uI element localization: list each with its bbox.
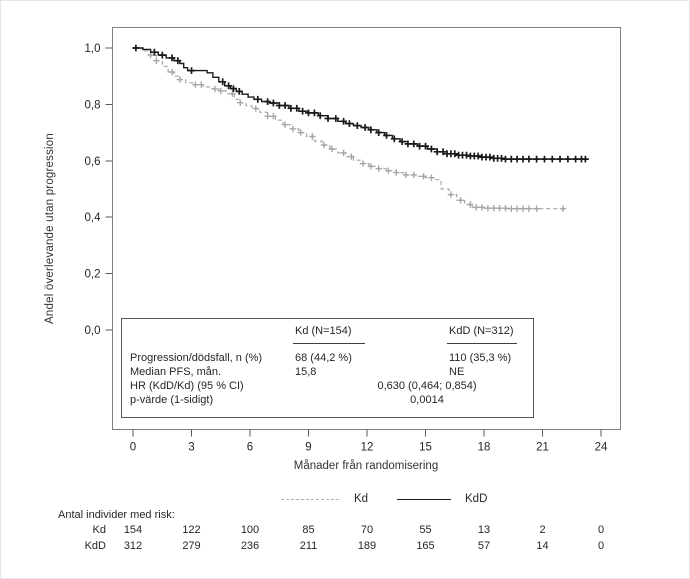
x-tick-label: 15 xyxy=(419,442,432,454)
y-tick-label: 1,0 xyxy=(85,43,101,55)
censor-marks-kdd xyxy=(132,44,589,163)
stats-row-median-kd: 15,8 xyxy=(295,366,317,378)
y-tick-label: 0,8 xyxy=(85,99,101,111)
risk-count-kd-m15: 55 xyxy=(419,524,432,536)
censor-marks-kd xyxy=(147,51,567,212)
risk-count-kd-m12: 70 xyxy=(360,524,374,536)
risk-table-title: Antal individer med risk: xyxy=(58,509,175,521)
legend-label-kd: Kd xyxy=(354,493,369,505)
y-axis-title: Andel överlevande utan progression xyxy=(41,27,59,429)
x-tick-label: 6 xyxy=(247,442,253,454)
x-tick-label: 3 xyxy=(188,442,194,454)
x-tick-label: 21 xyxy=(536,442,549,454)
risk-count-kd-m6: 100 xyxy=(240,524,260,536)
legend-label-kdd: KdD xyxy=(465,493,488,505)
risk-count-kd-m0: 154 xyxy=(123,524,143,536)
y-tick-label: 0,0 xyxy=(85,325,101,337)
legend-line-kd-dashed xyxy=(281,499,339,500)
risk-row-label-kdd: KdD xyxy=(84,540,106,552)
risk-count-kdd-m0: 312 xyxy=(123,540,143,552)
legend-line-kdd-solid xyxy=(397,499,451,500)
stats-row-median-label: Median PFS, mån. xyxy=(130,366,222,378)
stats-col-header-kdd: KdD (N=312) xyxy=(449,325,514,337)
risk-count-kdd-m15: 165 xyxy=(416,540,435,552)
stats-header-underline-kd xyxy=(293,343,365,344)
x-axis-title: Månader från randomisering xyxy=(293,460,439,472)
risk-count-kdd-m18: 57 xyxy=(477,540,491,552)
y-tick-label: 0,6 xyxy=(85,156,101,168)
stats-col-header-kd: Kd (N=154) xyxy=(295,325,352,337)
stats-row-hr-label: HR (KdD/Kd) (95 % CI) xyxy=(130,380,244,392)
risk-count-kd-m3: 122 xyxy=(182,524,201,536)
y-tick-label: 0,4 xyxy=(85,212,102,224)
risk-count-kdd-m21: 14 xyxy=(536,540,549,552)
stats-row-pvalue-label: p-värde (1-sidigt) xyxy=(130,394,214,406)
stats-row-median-kdd: NE xyxy=(449,366,465,378)
y-tick-label: 0,2 xyxy=(85,269,101,281)
x-tick-label: 9 xyxy=(305,442,311,454)
km-curve-kd xyxy=(133,47,564,210)
risk-count-kd-m24: 0 xyxy=(597,524,605,536)
stats-row-progression-kd: 68 (44,2 %) xyxy=(295,352,352,364)
risk-count-kdd-m12: 189 xyxy=(357,540,377,552)
stats-row-hr-value: 0,630 (0,464; 0,854) xyxy=(377,380,477,392)
risk-count-kd-m18: 13 xyxy=(477,524,491,536)
stats-box: Kd (N=154) KdD (N=312) Progression/dödsf… xyxy=(121,318,534,418)
stats-row-progression-label: Progression/dödsfall, n (%) xyxy=(130,352,263,364)
risk-count-kdd-m24: 0 xyxy=(597,540,605,552)
km-curve-kdd xyxy=(133,47,586,160)
stats-row-progression-kdd: 110 (35,3 %) xyxy=(449,352,512,364)
y-axis-ticks: 1,0 0,8 0,6 0,4 0,2 0,0 xyxy=(85,43,113,337)
risk-count-kd-m21: 2 xyxy=(539,524,546,536)
risk-count-kd-m9: 85 xyxy=(302,524,315,536)
risk-row-label-kd: Kd xyxy=(92,524,106,536)
risk-count-kdd-m6: 236 xyxy=(240,540,260,552)
y-axis-title-text: Andel överlevande utan progression xyxy=(44,132,56,324)
x-tick-label: 0 xyxy=(130,442,136,454)
x-axis-ticks: 0 3 6 9 12 15 18 21 24 xyxy=(130,429,608,454)
x-tick-label: 24 xyxy=(595,442,608,454)
risk-count-kdd-m3: 279 xyxy=(182,540,201,552)
risk-count-kdd-m9: 211 xyxy=(299,540,318,552)
x-tick-label: 12 xyxy=(361,442,374,454)
stats-header-underline-kdd xyxy=(447,343,517,344)
stats-row-pvalue-value: 0,0014 xyxy=(410,394,444,406)
x-tick-label: 18 xyxy=(478,442,491,454)
